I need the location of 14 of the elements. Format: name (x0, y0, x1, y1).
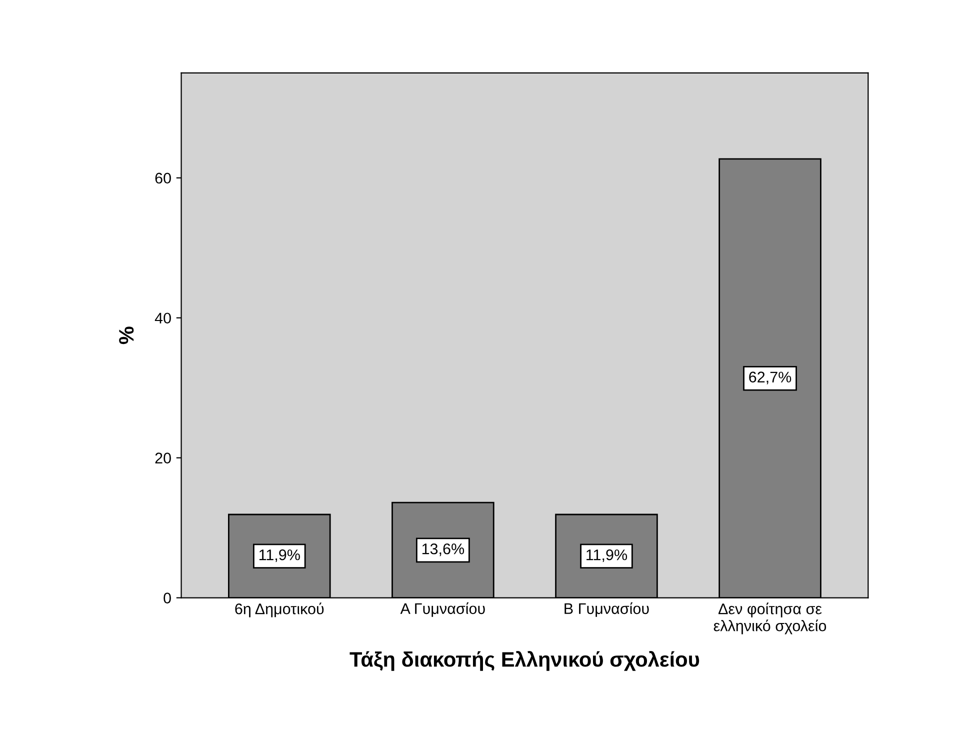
y-tick-label: 60 (155, 172, 171, 184)
y-tick-label: 20 (155, 452, 171, 464)
x-axis-title: Τάξη διακοπής Ελληνικού σχολείου (350, 650, 700, 671)
y-axis-title: % (119, 326, 134, 344)
data-label: 11,9% (586, 549, 628, 562)
data-label: 11,9% (259, 549, 300, 562)
x-tick-label: Δεν φοίτησα σε ελληνικό σχολείο (714, 602, 826, 634)
x-tick-label: Α Γυμνασίου (400, 602, 485, 617)
y-tick-label: 40 (154, 312, 171, 324)
data-label: 62,7% (749, 372, 792, 384)
x-tick-label: Β Γυμνασίου (564, 602, 649, 617)
x-tick-label: 6η Δημοτικού (235, 602, 324, 618)
data-label: 13,6% (422, 543, 464, 556)
y-tick-label: 0 (164, 592, 171, 604)
